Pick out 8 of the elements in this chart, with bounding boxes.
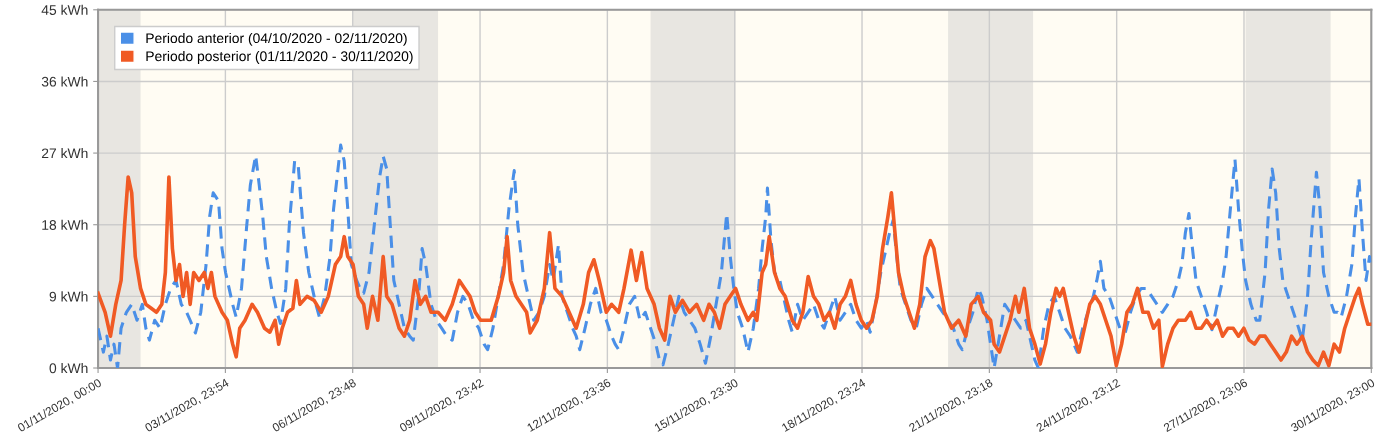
y-tick-label: 36 kWh [41, 76, 88, 87]
y-tick-label: 45 kWh [41, 4, 88, 15]
legend-label: Periodo posterior (01/11/2020 - 30/11/2020) [146, 50, 413, 64]
legend-label: Periodo anterior (04/10/2020 - 02/11/2020) [146, 32, 407, 46]
y-tick-label: 27 kWh [41, 148, 88, 159]
y-tick-label: 0 kWh [49, 362, 88, 374]
y-tick-label: 18 kWh [42, 219, 88, 230]
y-tick-label: 9 kWh [49, 291, 88, 302]
